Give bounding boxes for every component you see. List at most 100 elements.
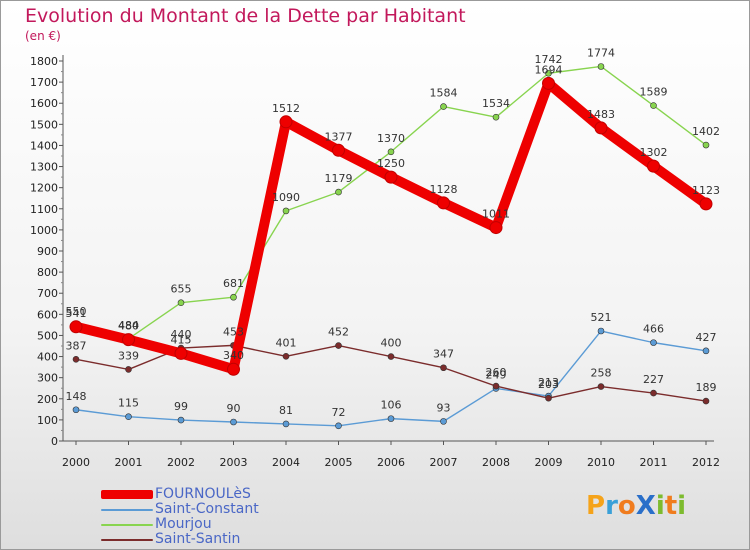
data-label: 387	[66, 339, 87, 352]
data-label: 148	[66, 390, 87, 403]
x-tick-label: 2009	[535, 456, 563, 469]
legend-item-saint-santin: Saint-Santin	[101, 532, 321, 547]
data-point	[177, 416, 185, 424]
logo-letter: r	[605, 491, 618, 521]
data-point	[702, 397, 710, 405]
data-label: 106	[381, 399, 402, 412]
legend-label-saint-santin: Saint-Santin	[155, 531, 241, 547]
y-tick-label: 200	[37, 393, 58, 406]
y-tick-label: 900	[37, 245, 58, 258]
data-point	[335, 342, 342, 349]
data-label: 213	[538, 376, 559, 389]
x-tick-label: 2003	[220, 456, 248, 469]
data-label: 1250	[377, 157, 405, 170]
data-point	[387, 148, 395, 156]
data-label: 1483	[587, 108, 615, 121]
data-label: 541	[66, 307, 87, 320]
data-label: 1090	[272, 191, 300, 204]
data-point	[545, 394, 552, 402]
data-point	[545, 69, 552, 77]
data-point	[332, 143, 345, 157]
data-point	[384, 170, 398, 184]
data-point	[174, 346, 188, 360]
data-label: 339	[118, 349, 139, 362]
y-tick-label: 600	[37, 308, 58, 321]
y-tick-label: 0	[51, 435, 58, 448]
data-label: 1694	[535, 63, 563, 76]
y-tick-label: 1100	[30, 203, 58, 216]
x-tick-label: 2002	[167, 456, 195, 469]
logo-letter: i	[677, 491, 687, 521]
data-label: 1512	[272, 102, 300, 115]
data-label: 1377	[325, 130, 353, 143]
data-label: 401	[276, 336, 297, 349]
y-tick-label: 1600	[30, 97, 58, 110]
data-point	[440, 103, 447, 110]
x-tick-label: 2008	[482, 456, 510, 469]
x-tick-label: 2011	[640, 456, 668, 469]
data-point	[282, 353, 290, 360]
y-tick-label: 1300	[30, 161, 58, 174]
data-point	[542, 76, 555, 90]
data-point	[230, 293, 237, 301]
legend-swatch-mourjou	[101, 524, 153, 526]
data-label: 452	[328, 326, 349, 339]
x-tick-label: 2001	[115, 456, 143, 469]
legend-label-saint-constant: Saint-Constant	[155, 501, 259, 517]
data-point	[597, 63, 605, 70]
data-point	[122, 333, 135, 347]
legend-item-saint-constant: Saint-Constant	[101, 502, 321, 517]
y-tick-label: 700	[37, 287, 58, 300]
data-label: 249	[486, 368, 507, 381]
logo-letter: o	[617, 491, 636, 521]
data-label: 1534	[482, 97, 510, 110]
data-label: 1589	[640, 86, 668, 99]
chart-subtitle: (en €)	[25, 29, 61, 43]
chart-title: Evolution du Montant de la Dette par Hab…	[25, 5, 466, 27]
data-point	[702, 347, 710, 355]
logo-letter: P	[586, 491, 606, 521]
data-point	[597, 383, 605, 390]
data-point	[492, 113, 500, 121]
data-point	[437, 196, 450, 210]
y-tick-label: 300	[37, 372, 58, 385]
data-point	[227, 362, 240, 376]
y-tick-label: 400	[37, 351, 58, 364]
x-tick-label: 2007	[430, 456, 458, 469]
legend: FOURNOULèS Saint-Constant Mourjou Saint-…	[101, 487, 321, 547]
data-label: 466	[643, 323, 664, 336]
data-label: 1179	[325, 172, 353, 185]
data-point	[440, 364, 447, 372]
data-point	[125, 413, 132, 421]
data-point	[282, 420, 290, 428]
data-label: 90	[227, 402, 241, 415]
x-tick-label: 2004	[272, 456, 300, 469]
data-label: 203	[538, 378, 559, 391]
data-point	[594, 121, 608, 135]
series-line-fournoul-s	[71, 78, 711, 375]
legend-label-mourjou: Mourjou	[155, 516, 212, 532]
data-point	[335, 422, 342, 430]
data-label: 115	[118, 397, 139, 410]
data-label: 93	[437, 401, 451, 414]
data-point	[650, 339, 657, 346]
legend-swatch-saint-constant	[101, 509, 153, 511]
data-label: 521	[591, 311, 612, 324]
data-label: 681	[223, 277, 244, 290]
data-label: 453	[223, 325, 244, 338]
data-label: 1402	[692, 125, 720, 138]
data-label: 1302	[640, 146, 668, 159]
legend-swatch-fournoules	[101, 490, 153, 499]
y-tick-label: 1800	[30, 55, 58, 68]
data-point	[387, 353, 395, 360]
data-point	[650, 389, 657, 397]
data-label: 1128	[430, 183, 458, 196]
data-label: 72	[332, 406, 346, 419]
y-tick-label: 800	[37, 266, 58, 279]
data-point	[230, 418, 237, 426]
x-tick-label: 2005	[325, 456, 353, 469]
data-point	[440, 418, 447, 425]
data-label: 1774	[587, 46, 615, 59]
